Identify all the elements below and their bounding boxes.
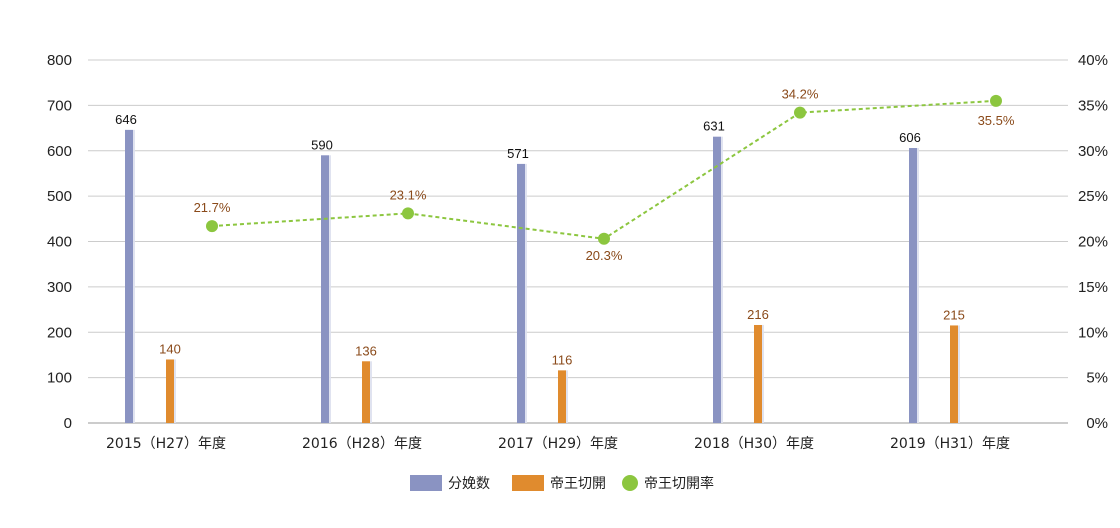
- cesarean-bar-shadow: [762, 324, 764, 423]
- births-bar-shadow: [917, 148, 919, 423]
- y-axis-left: 0 100 200 300 400 500 600 700 800: [47, 52, 72, 432]
- births-bar-shadow: [133, 129, 135, 423]
- rate-value-label: 35.5%: [978, 113, 1015, 128]
- births-value-label: 590: [311, 137, 333, 152]
- cesarean-bar-shadow: [566, 370, 568, 423]
- y-left-tick-label: 600: [47, 143, 72, 160]
- x-category-label: 2019（H31）年度: [890, 436, 1010, 452]
- births-bar: [517, 163, 525, 423]
- rate-point: [990, 94, 1002, 107]
- cesarean-value-label: 136: [355, 343, 377, 358]
- cesarean-value-label: 116: [552, 352, 573, 367]
- rate-point: [794, 106, 806, 119]
- births-bar-shadow: [721, 136, 723, 423]
- births-bar: [321, 155, 329, 423]
- legend-rate-swatch: [622, 475, 638, 491]
- births-bar-shadow: [525, 163, 527, 423]
- y-right-tick-label: 25%: [1078, 188, 1108, 205]
- rate-point: [206, 220, 218, 233]
- y-left-tick-label: 300: [47, 279, 72, 296]
- births-value-label: 646: [115, 112, 137, 127]
- births-bar: [713, 136, 721, 423]
- cesarean-value-label: 216: [747, 307, 769, 322]
- cesarean-bar: [950, 325, 958, 423]
- births-value-label: 606: [899, 130, 921, 145]
- legend-births-swatch: [410, 475, 442, 491]
- rate-point: [598, 232, 610, 245]
- cesarean-bar: [166, 359, 174, 423]
- births-bar-shadow: [329, 155, 331, 423]
- y-left-tick-label: 700: [47, 97, 72, 114]
- rate-point: [402, 207, 414, 220]
- y-right-tick-label: 10%: [1078, 324, 1108, 341]
- births-value-label: 631: [703, 119, 725, 134]
- y-right-tick-label: 0%: [1086, 415, 1108, 432]
- cesarean-value-label: 140: [159, 341, 181, 356]
- legend-cesarean-label: 帝王切開: [550, 476, 606, 492]
- cesarean-bar-shadow: [958, 325, 960, 423]
- births-bar: [909, 148, 917, 423]
- legend: 分娩数 帝王切開 帝王切開率: [410, 475, 714, 492]
- x-category-label: 2018（H30）年度: [694, 436, 814, 452]
- y-left-tick-label: 500: [47, 188, 72, 205]
- y-right-tick-label: 40%: [1078, 52, 1108, 69]
- y-left-tick-label: 200: [47, 324, 72, 341]
- bars: 646 140 590 136 571 116 631 216 606 215: [115, 112, 965, 423]
- y-axis-right: 0% 5% 10% 15% 20% 25% 30% 35% 40%: [1078, 52, 1108, 432]
- y-left-tick-label: 400: [47, 234, 72, 251]
- legend-cesarean-swatch: [512, 475, 544, 491]
- cesarean-bar: [754, 324, 762, 423]
- rate-line: 21.7% 23.1% 20.3% 34.2% 35.5%: [194, 87, 1015, 263]
- rate-value-label: 34.2%: [782, 87, 819, 102]
- y-right-tick-label: 30%: [1078, 143, 1108, 160]
- rate-value-label: 20.3%: [586, 248, 623, 263]
- y-right-tick-label: 15%: [1078, 279, 1108, 296]
- y-left-tick-label: 100: [47, 370, 72, 387]
- cesarean-bar: [362, 361, 370, 423]
- cesarean-bar: [558, 370, 566, 423]
- rate-value-label: 21.7%: [194, 200, 231, 215]
- x-category-label: 2017（H29）年度: [498, 436, 618, 452]
- cesarean-bar-shadow: [174, 359, 176, 423]
- y-right-tick-label: 5%: [1086, 370, 1108, 387]
- cesarean-value-label: 215: [943, 307, 965, 322]
- births-bar: [125, 129, 133, 423]
- y-right-tick-label: 20%: [1078, 234, 1108, 251]
- legend-births-label: 分娩数: [448, 476, 490, 492]
- x-category-label: 2016（H28）年度: [302, 436, 422, 452]
- x-axis-categories: 2015（H27）年度 2016（H28）年度 2017（H29）年度 2018（H3…: [106, 436, 1010, 452]
- y-right-tick-label: 35%: [1078, 97, 1108, 114]
- y-left-tick-label: 0: [64, 415, 72, 432]
- x-category-label: 2015（H27）年度: [106, 436, 226, 452]
- cesarean-bar-shadow: [370, 361, 372, 423]
- rate-value-label: 23.1%: [390, 187, 427, 202]
- y-left-tick-label: 800: [47, 52, 72, 69]
- births-value-label: 571: [507, 146, 529, 161]
- grid-lines: [88, 59, 1068, 424]
- legend-rate-label: 帝王切開率: [644, 475, 714, 492]
